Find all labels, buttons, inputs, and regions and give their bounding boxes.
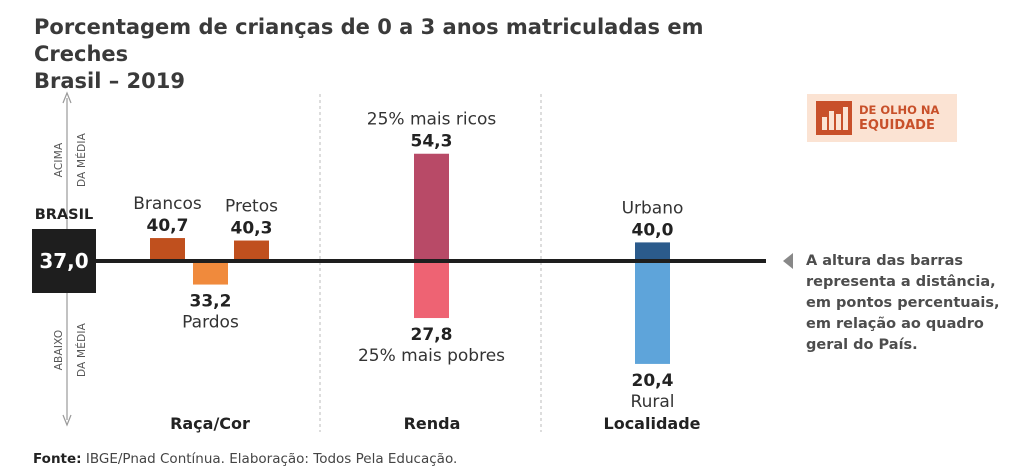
- category-label-pardos: Pardos: [182, 313, 239, 333]
- group-label-raca-cor: Raça/Cor: [170, 414, 250, 433]
- category-label-pobres: 25% mais pobres: [358, 346, 505, 366]
- brasil-label: BRASIL: [35, 207, 94, 223]
- badge-line-2: EQUIDADE: [859, 118, 935, 133]
- above-average-label-2: DA MÉDIA: [75, 132, 88, 187]
- title-line-1: Porcentagem de crianças de 0 a 3 anos ma…: [34, 15, 704, 66]
- group-label-localidade: Localidade: [604, 414, 701, 433]
- brasil-value: 37,0: [39, 249, 88, 273]
- category-label-ricos: 25% mais ricos: [367, 110, 497, 130]
- bar-rural: [635, 261, 670, 364]
- value-label-rural: 20,4: [632, 371, 674, 391]
- source-label: Fonte:: [33, 451, 82, 467]
- brasil-value-box: [32, 229, 96, 293]
- value-label-pobres: 27,8: [411, 325, 453, 345]
- below-average-label-2: DA MÉDIA: [75, 322, 88, 377]
- equidade-badge: DE OLHO NA EQUIDADE: [807, 94, 957, 142]
- group-label-renda: Renda: [404, 414, 461, 433]
- chart-title: Porcentagem de crianças de 0 a 3 anos ma…: [34, 14, 794, 95]
- value-label-brancos: 40,7: [147, 216, 189, 236]
- bar-ricos: [414, 153, 449, 261]
- category-label-brancos: Brancos: [133, 194, 202, 214]
- note-pointer-icon: [783, 253, 793, 269]
- badge-text: DE OLHO NA EQUIDADE: [859, 102, 955, 134]
- below-average-label-1: ABAIXO: [53, 330, 65, 371]
- source-line: Fonte: IBGE/Pnad Contínua. Elaboração: T…: [33, 451, 457, 467]
- source-text: IBGE/Pnad Contínua. Elaboração: Todos Pe…: [81, 451, 458, 467]
- value-label-pardos: 33,2: [190, 292, 232, 312]
- bar-chart-icon: [816, 101, 852, 135]
- category-label-rural: Rural: [631, 392, 675, 412]
- above-average-label-1: ACIMA: [53, 142, 65, 177]
- bar-pardos: [193, 261, 228, 285]
- explanatory-note: A altura das barras representa a distânc…: [806, 253, 1000, 353]
- bar-pretos: [234, 240, 269, 261]
- value-label-ricos: 54,3: [411, 132, 453, 152]
- category-label-urbano: Urbano: [622, 198, 684, 218]
- badge-line-1: DE OLHO NA: [859, 103, 940, 117]
- bar-urbano: [635, 242, 670, 261]
- value-label-urbano: 40,0: [632, 220, 674, 240]
- title-line-2: Brasil – 2019: [34, 69, 185, 93]
- bar-pobres: [414, 261, 449, 319]
- bar-brancos: [150, 238, 185, 261]
- value-label-pretos: 40,3: [231, 219, 273, 239]
- category-label-pretos: Pretos: [225, 197, 278, 217]
